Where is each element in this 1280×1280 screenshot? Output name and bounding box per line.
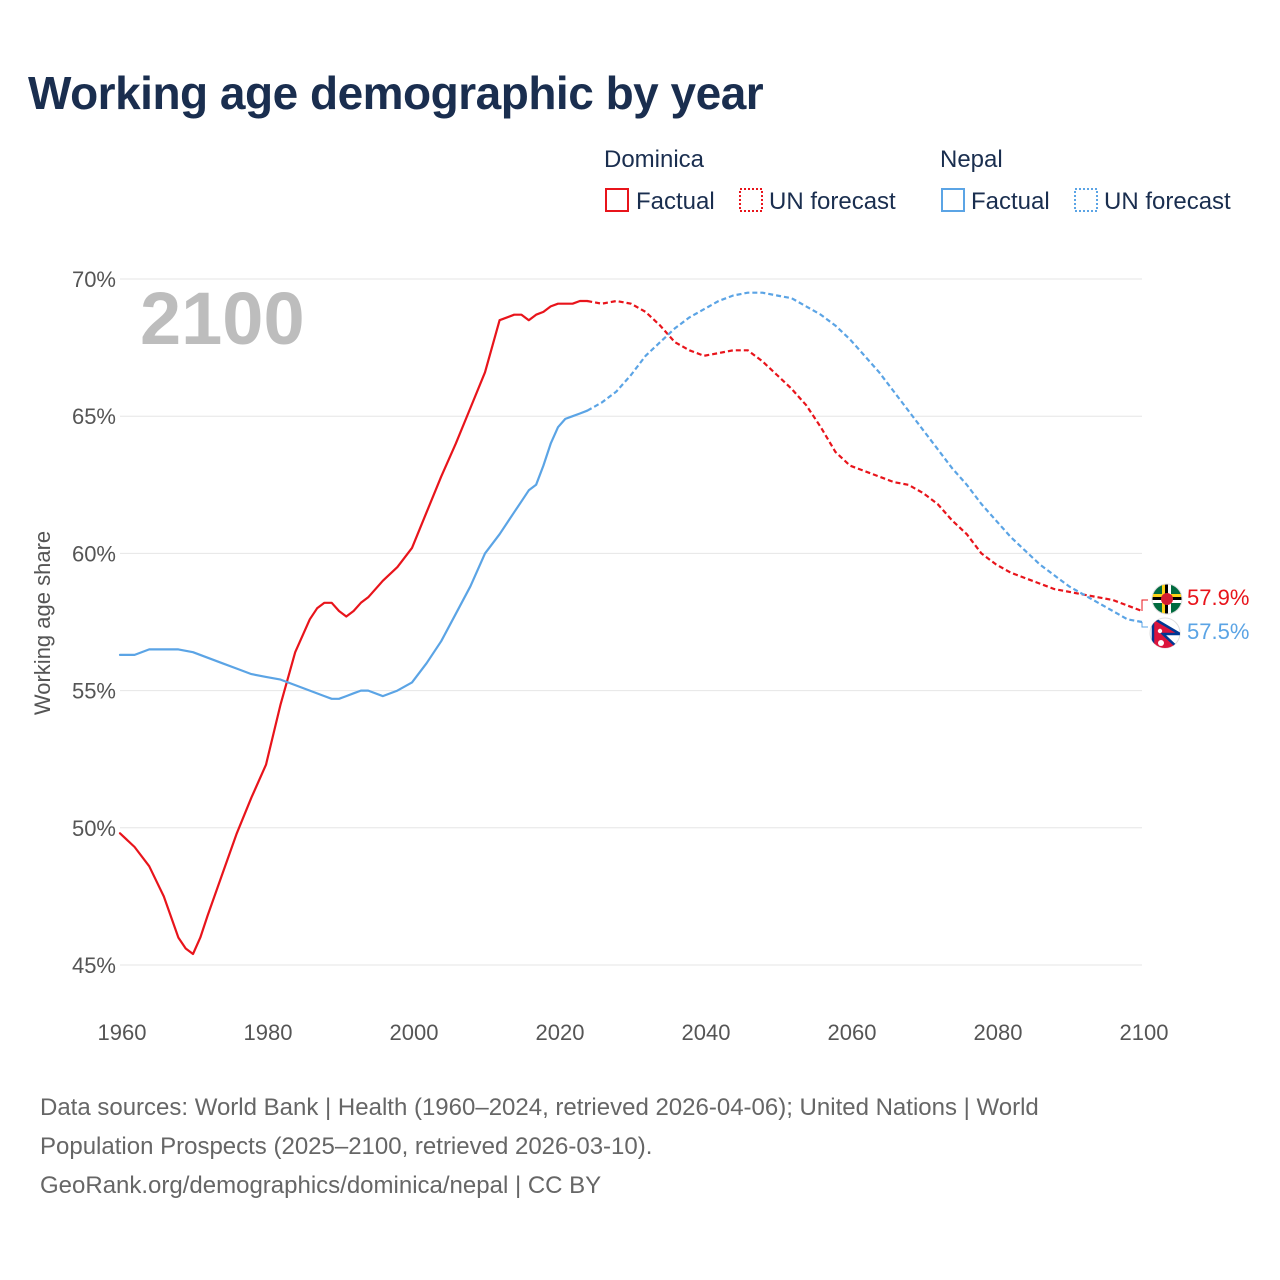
nepal-end-connector [1141, 622, 1148, 628]
x-tick-label: 2000 [390, 1020, 439, 1045]
dominica-flag-icon [1152, 584, 1182, 614]
nepal-factual-line [118, 409, 589, 700]
legend-dominica-forecast-label: UN forecast [769, 188, 896, 215]
chart-title: Working age demographic by year [28, 67, 764, 119]
legend-nepal-factual-label: Factual [971, 188, 1050, 215]
source-link[interactable]: GeoRank.org/demographics/dominica/nepal … [40, 1172, 602, 1199]
line-chart: Dominica Factual UN forecast Nepal Factu… [30, 146, 1249, 1045]
y-tick-label: 70% [72, 267, 116, 292]
legend-dominica-forecast-swatch [739, 188, 763, 212]
year-watermark: 2100 [140, 277, 305, 360]
y-tick-label: 65% [72, 404, 116, 429]
y-tick-label: 50% [72, 816, 116, 841]
x-tick-label: 2080 [974, 1020, 1023, 1045]
legend-nepal-forecast-label: UN forecast [1104, 188, 1231, 215]
nepal-flag-icon [1149, 617, 1181, 649]
y-axis-label: Working age share [30, 531, 55, 715]
legend-nepal-factual-swatch [941, 188, 965, 212]
legend-dominica-factual-label: Factual [636, 188, 715, 215]
grid-lines [120, 278, 1142, 966]
source-line-1: Data sources: World Bank | Health (1960–… [40, 1094, 1039, 1121]
dominica-factual-line [118, 299, 589, 956]
x-tick-label: 1960 [98, 1020, 147, 1045]
x-tick-label: 1980 [244, 1020, 293, 1045]
legend: Dominica Factual UN forecast Nepal Factu… [604, 146, 1231, 215]
x-tick-label: 2060 [828, 1020, 877, 1045]
y-tick-label: 45% [72, 953, 116, 978]
nepal-end-marker [1149, 617, 1181, 649]
series-lines [118, 291, 1148, 956]
x-tick-label: 2100 [1120, 1020, 1169, 1045]
legend-nepal-forecast-swatch [1074, 188, 1098, 212]
dominica-forecast-line [586, 299, 1143, 613]
source-line-2: Population Prospects (2025–2100, retriev… [40, 1133, 653, 1160]
y-tick-label: 55% [72, 679, 116, 704]
legend-nepal-label: Nepal [940, 146, 1003, 173]
axis-tick-labels: 45% 50% 55% 60% 65% 70% 1960 1980 2000 2020 2040 20… [72, 267, 1169, 1045]
source-note: Data sources: World Bank | Health (1960–… [40, 1088, 1220, 1205]
legend-dominica-factual-swatch [605, 188, 629, 212]
dominica-end-marker [1151, 583, 1183, 615]
y-tick-label: 60% [72, 541, 116, 566]
dominica-end-connector [1141, 599, 1148, 612]
x-tick-label: 2020 [536, 1020, 585, 1045]
nepal-forecast-line [586, 291, 1143, 624]
nepal-end-value-label: 57.5% [1187, 619, 1249, 644]
dominica-end-value-label: 57.9% [1187, 585, 1249, 610]
legend-dominica-label: Dominica [604, 146, 705, 173]
x-tick-label: 2040 [682, 1020, 731, 1045]
